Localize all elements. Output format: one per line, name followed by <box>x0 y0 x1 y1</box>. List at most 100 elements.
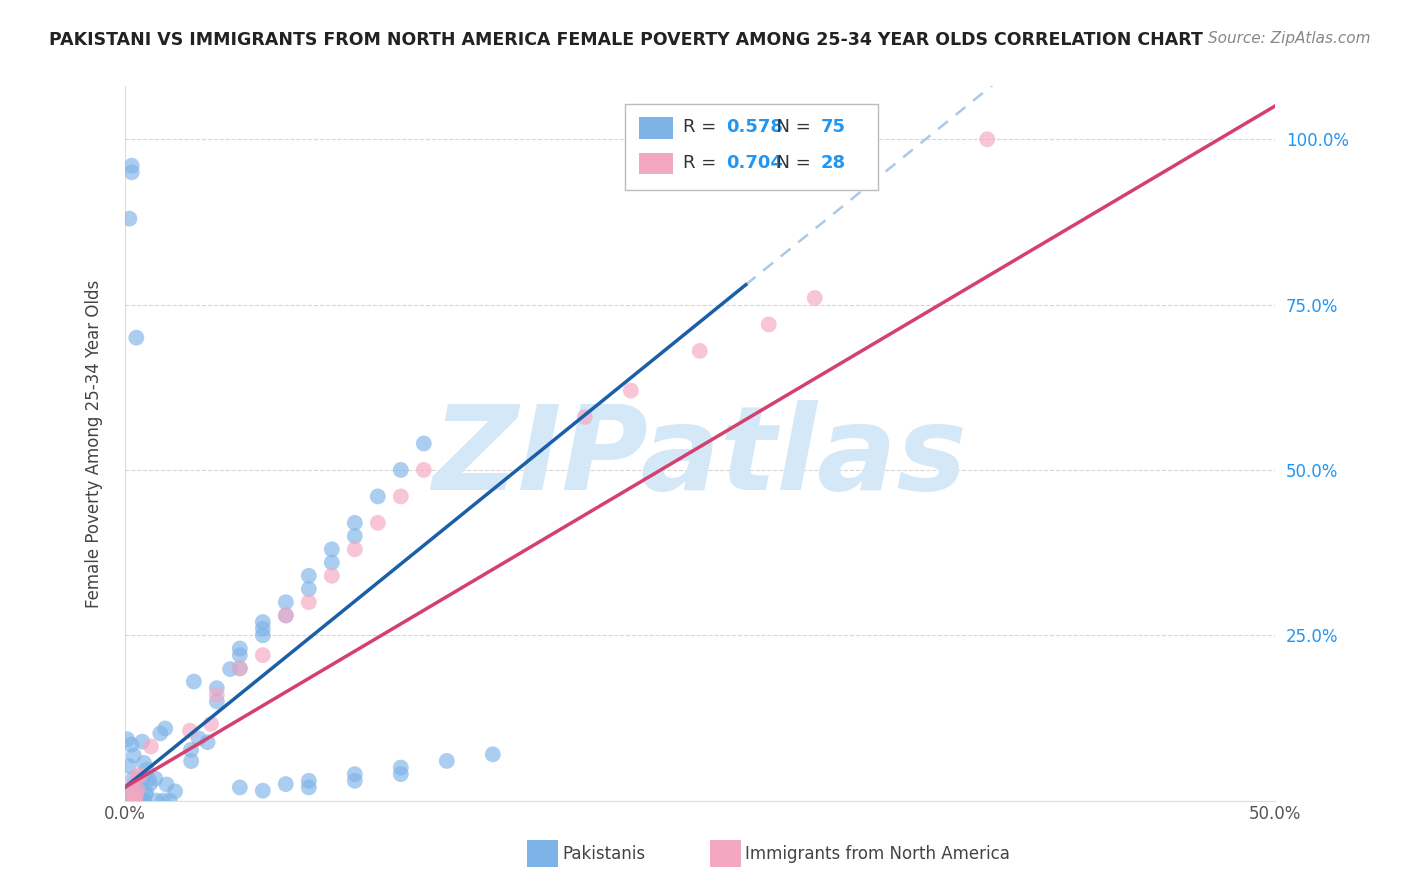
Text: R =: R = <box>682 118 721 136</box>
Point <box>298 773 321 788</box>
Point <box>129 794 152 808</box>
Point <box>121 794 143 808</box>
Text: Source: ZipAtlas.com: Source: ZipAtlas.com <box>1208 31 1371 46</box>
Point <box>412 463 434 477</box>
Point <box>367 489 389 503</box>
Point <box>205 688 228 702</box>
Text: 28: 28 <box>821 153 845 172</box>
Point <box>343 773 366 788</box>
Point <box>197 735 219 749</box>
Point <box>139 777 162 791</box>
Point <box>436 754 458 768</box>
Point <box>298 595 321 609</box>
Point <box>121 780 143 794</box>
Point <box>134 787 156 801</box>
Point <box>343 767 366 781</box>
Point <box>131 774 153 789</box>
Point <box>127 791 149 805</box>
Point <box>115 732 138 747</box>
Point <box>976 132 998 146</box>
Point <box>124 794 146 808</box>
Point <box>139 739 162 754</box>
Y-axis label: Female Poverty Among 25-34 Year Olds: Female Poverty Among 25-34 Year Olds <box>86 279 103 607</box>
Point <box>136 772 159 786</box>
Text: R =: R = <box>682 153 721 172</box>
Point <box>132 794 155 808</box>
Point <box>135 763 157 777</box>
Point <box>120 794 142 808</box>
Text: 0.704: 0.704 <box>727 153 783 172</box>
Point <box>574 410 596 425</box>
Point <box>122 748 145 763</box>
Point <box>321 556 343 570</box>
Point <box>125 331 148 345</box>
Point <box>180 743 202 757</box>
Point <box>252 648 274 662</box>
Point <box>124 794 146 808</box>
Point <box>252 783 274 797</box>
Text: ZIPatlas: ZIPatlas <box>432 401 967 516</box>
Point <box>122 779 145 793</box>
Text: N =: N = <box>765 153 817 172</box>
Point <box>132 794 155 808</box>
Point <box>179 723 201 738</box>
Point <box>343 542 366 557</box>
Point <box>481 747 503 762</box>
Point <box>163 784 186 798</box>
Point <box>298 568 321 582</box>
Point <box>118 759 141 773</box>
Point <box>274 608 297 623</box>
Point <box>252 615 274 629</box>
Point <box>132 756 155 770</box>
Point <box>135 785 157 799</box>
Point <box>321 542 343 557</box>
Point <box>131 734 153 748</box>
Point <box>343 516 366 530</box>
Text: 75: 75 <box>821 118 845 136</box>
Point <box>183 674 205 689</box>
Bar <box>638 117 673 138</box>
Point <box>620 384 643 398</box>
Point <box>803 291 825 305</box>
Point <box>127 782 149 797</box>
Point <box>115 794 138 808</box>
Point <box>125 787 148 801</box>
Point <box>121 159 143 173</box>
Point <box>120 738 142 752</box>
Point <box>229 661 252 675</box>
Point <box>200 717 222 731</box>
Point <box>118 211 141 226</box>
Point <box>122 772 145 786</box>
Point <box>115 794 138 808</box>
Point <box>274 777 297 791</box>
Point <box>298 582 321 596</box>
Point <box>412 436 434 450</box>
Point <box>298 780 321 795</box>
Point <box>389 489 412 503</box>
Text: 0.578: 0.578 <box>727 118 783 136</box>
Point <box>205 694 228 708</box>
FancyBboxPatch shape <box>626 104 877 190</box>
Point <box>389 463 412 477</box>
Point <box>127 769 149 783</box>
Point <box>155 777 177 791</box>
Point <box>127 772 149 787</box>
Point <box>115 785 138 799</box>
Point <box>367 516 389 530</box>
Point <box>143 772 166 786</box>
Bar <box>638 153 673 174</box>
Point <box>115 794 138 808</box>
Point <box>229 661 252 675</box>
Point <box>389 760 412 774</box>
Text: Pakistanis: Pakistanis <box>562 845 645 863</box>
Point <box>152 794 174 808</box>
Point <box>118 792 141 806</box>
Point <box>155 722 177 736</box>
Point <box>252 622 274 636</box>
Text: N =: N = <box>765 118 817 136</box>
Point <box>124 793 146 807</box>
Point <box>187 731 209 746</box>
Point <box>758 318 780 332</box>
Point <box>321 568 343 582</box>
Text: Immigrants from North America: Immigrants from North America <box>745 845 1010 863</box>
